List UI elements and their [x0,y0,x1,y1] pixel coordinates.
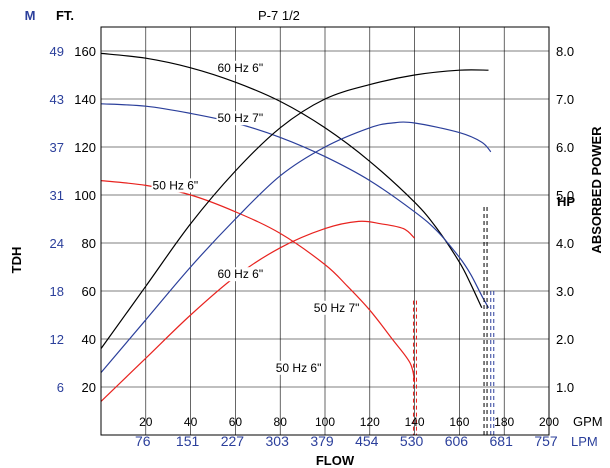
y-tick-label-m: 31 [50,188,64,203]
x-tick-label-lpm: 606 [445,433,469,449]
y-tick-label-ft: 80 [82,236,96,251]
y2-tick-label-hp: 2.0 [556,332,574,347]
x-tick-label-gpm: 60 [229,415,243,429]
lpm-unit-label: LPM [571,434,598,449]
x-tick-label-lpm: 151 [176,433,200,449]
y2-tick-label-hp: 6.0 [556,140,574,155]
curve-annotation-label: 50 Hz 7" [217,111,263,125]
y-tick-label-ft: 120 [74,140,96,155]
curve-annotation-label: 60 Hz 6" [217,267,263,281]
curve-annotation-label: 50 Hz 6" [153,178,199,192]
y-tick-label-ft: 40 [82,332,96,347]
ft-unit-label: FT. [56,8,74,23]
y2-tick-label-hp: 5.0 [556,188,574,203]
x-tick-label-gpm: 160 [449,415,469,429]
y-tick-label-m: 43 [50,92,64,107]
x-tick-label-lpm: 757 [534,433,558,449]
power-curve-series [100,220,416,402]
x-tick-label-lpm: 227 [221,433,245,449]
x-tick-label-lpm: 76 [135,433,151,449]
curve-annotations: 60 Hz 6" 50 Hz 7" 50 Hz 6" 60 Hz 6" 50 Hz 7"… [151,60,361,375]
curve-annotation-label: 50 Hz 7" [314,301,360,315]
gpm-unit-label: GPM [573,414,603,429]
grid [101,27,549,435]
y-tick-label-m: 6 [57,380,64,395]
curve-annotation-label: 60 Hz 6" [217,61,263,75]
y2-tick-label-hp: 7.0 [556,92,574,107]
y-tick-label-m: 12 [50,332,64,347]
y2-tick-label-hp: 8.0 [556,44,574,59]
annotation-background [216,111,265,126]
y-axis-title: TDH [9,247,24,274]
hp-unit-label: HP [557,194,575,209]
x-tick-label-gpm: 180 [494,415,514,429]
chart-title: P-7 1/2 [258,8,300,23]
power-curve-series [100,69,489,349]
power-curve-series [100,121,492,373]
x-axis-title: FLOW [316,453,355,468]
x-tick-label-gpm: 20 [139,415,153,429]
y2-tick-label-hp: 3.0 [556,284,574,299]
y-tick-label-ft: 20 [82,380,96,395]
head-curve-series [100,180,416,383]
y-tick-label-ft: 60 [82,284,96,299]
m-unit-label: M [25,8,36,23]
x-tick-label-gpm: 140 [405,415,425,429]
annotation-background [216,60,265,75]
y-tick-label-m: 24 [50,236,64,251]
y-tick-label-ft: 140 [74,92,96,107]
y-tick-label-ft: 160 [74,44,96,59]
curves [100,52,492,402]
annotation-background [151,178,200,193]
curve-annotation-label: 50 Hz 6" [276,361,322,375]
x-tick-label-lpm: 681 [490,433,514,449]
annotation-background [216,267,265,282]
y2-axis-title: ABSORBED POWER [589,126,604,254]
head-curve-series [100,103,490,309]
x-tick-label-lpm: 379 [310,433,334,449]
annotation-background [312,300,361,315]
head-curve-series [100,52,483,309]
plot-frame [100,26,550,436]
y2-tick-label-hp: 4.0 [556,236,574,251]
y2-tick-label-hp: 1.0 [556,380,574,395]
x-tick-label-lpm: 454 [355,433,379,449]
y-tick-label-ft: 100 [74,188,96,203]
tick-labels: 20 76 40 151 60 227 80 303 100 379 120 454 140 530 160… [50,44,575,449]
x-tick-label-lpm: 303 [266,433,290,449]
x-tick-label-gpm: 100 [315,415,335,429]
y-tick-label-m: 37 [50,140,64,155]
x-tick-label-gpm: 120 [360,415,380,429]
y-tick-label-m: 49 [50,44,64,59]
annotation-background [274,360,323,375]
x-tick-label-lpm: 530 [400,433,424,449]
x-tick-label-gpm: 80 [274,415,288,429]
y-tick-label-m: 18 [50,284,64,299]
end-markers [412,207,495,435]
x-tick-label-gpm: 40 [184,415,198,429]
